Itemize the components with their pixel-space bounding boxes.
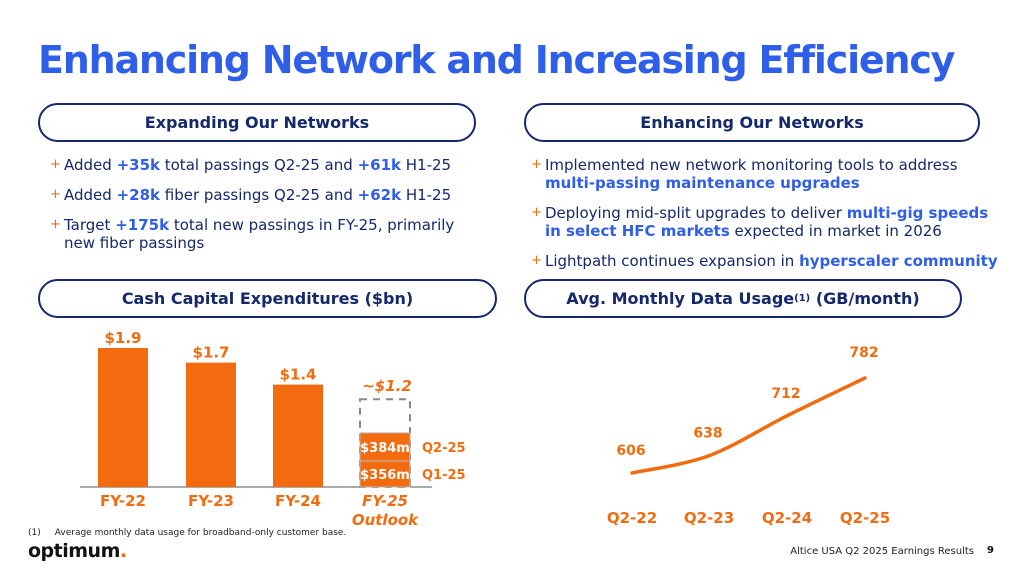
segment-name-label: Q1-25 [422, 468, 466, 483]
bullet-text: Lightpath continues expansion in [545, 252, 800, 270]
data-point-label: 782 [849, 345, 878, 361]
bullet-text: total new passings in FY-25, primarily n… [64, 216, 455, 252]
plus-icon: + [531, 253, 542, 268]
x-tick-label: Q2-23 [684, 509, 734, 527]
bullet-text: fiber passings Q2-25 and [159, 186, 358, 204]
x-tick-label: FY-24 [275, 492, 321, 510]
usage-line [630, 376, 867, 475]
data-point-label: 606 [616, 443, 645, 459]
data-point-label: 712 [771, 386, 800, 402]
usage-title-text: Avg. Monthly Data Usage [566, 289, 795, 308]
bar-value-label: $1.7 [192, 344, 229, 362]
bullet-item: + Implemented new network monitoring tool… [531, 156, 1001, 192]
logo-text: optimum [28, 540, 120, 562]
bullet-text: Implemented new network monitoring tools… [545, 156, 958, 174]
bar-segment-q2-25 [359, 432, 411, 462]
plus-icon: + [50, 217, 61, 232]
bullet-item: + Lightpath continues expansion in hypers… [531, 252, 1001, 270]
highlight-text: +28k [116, 186, 160, 204]
x-tick-label: FY-25 [362, 492, 408, 510]
highlight-text: multi-passing maintenance upgrades [545, 174, 860, 192]
footnote-marker: (1) [28, 528, 41, 538]
bar-fy-23 [186, 362, 236, 487]
optimum-logo: optimum. [28, 540, 127, 562]
plus-icon: + [50, 157, 61, 172]
bar-value-label: $1.9 [104, 329, 141, 347]
plus-icon: + [531, 205, 542, 220]
bar-value-label: $1.4 [279, 366, 316, 384]
bullet-text: Deploying mid-split upgrades to deliver [545, 204, 847, 222]
page-title: Enhancing Network and Increasing Efficie… [38, 38, 955, 82]
x-tick-label: FY-22 [100, 492, 146, 510]
bullet-item: + Deploying mid-split upgrades to deliver… [531, 204, 1001, 240]
bullet-text: H1-25 [401, 186, 452, 204]
plus-icon: + [531, 157, 542, 172]
plus-icon: + [50, 187, 61, 202]
bullet-text: total passings Q2-25 and [159, 156, 358, 174]
expanding-networks-list: + Added +35k total passings Q2-25 and +61… [50, 156, 470, 264]
bullet-item: + Added +28k fiber passings Q2-25 and +62… [50, 186, 470, 204]
bar-segment-q1-25 [359, 460, 411, 488]
bar-fy-24 [273, 384, 323, 487]
x-tick-label: Q2-22 [607, 509, 657, 527]
x-tick-label: Q2-24 [762, 509, 812, 527]
segment-value-label: $356m [360, 468, 410, 483]
bullet-text: Added [64, 186, 117, 204]
enhancing-networks-list: + Implemented new network monitoring tool… [531, 156, 1001, 282]
highlight-text: +61k [357, 156, 401, 174]
highlight-text: +35k [116, 156, 160, 174]
usage-title-unit: (GB/month) [815, 289, 920, 308]
segment-value-label: $384m [360, 441, 410, 456]
enhancing-networks-header: Enhancing Our Networks [524, 103, 980, 142]
capex-title-text: Cash Capital Expenditures ($bn) [121, 289, 414, 308]
x-tick-label: Q2-25 [840, 509, 890, 527]
highlight-text: +62k [357, 186, 402, 204]
footnote-text: Average monthly data usage for broadband… [54, 528, 347, 538]
expanding-networks-header: Expanding Our Networks [38, 103, 476, 142]
highlight-text: multi-gig speeds in select HFC markets [545, 204, 989, 240]
data-usage-chart-title: Avg. Monthly Data Usage (1) (GB/month) [524, 279, 962, 318]
bullet-text: Target [64, 216, 116, 234]
page-number: 9 [987, 545, 994, 556]
x-tick-label: FY-23 [188, 492, 234, 510]
usage-title-footnote-marker: (1) [794, 293, 811, 304]
segment-name-label: Q2-25 [422, 441, 466, 456]
logo-dot: . [119, 540, 127, 562]
footnote: (1) Average monthly data usage for broadb… [28, 528, 346, 538]
data-usage-line-chart: 606 Q2-22 638 Q2-23 712 Q2-24 782 Q2-25 [607, 345, 890, 527]
bar-fy-22 [98, 348, 148, 487]
data-point-label: 638 [693, 426, 722, 442]
capex-bar-chart: $1.9 FY-22 $1.7 FY-23 $1.4 FY-24 $356m Q1-25 $38… [80, 329, 466, 529]
highlight-text: hyperscaler community [799, 252, 998, 270]
bullet-text: H1-25 [400, 156, 452, 174]
x-tick-label: Outlook [352, 511, 419, 529]
bar-value-label: ~$1.2 [362, 377, 412, 395]
bullet-item: + Target +175k total new passings in FY-2… [50, 216, 470, 252]
capex-chart-title: Cash Capital Expenditures ($bn) [38, 279, 497, 318]
highlight-text: +175k [115, 216, 170, 234]
footer-text: Altice USA Q2 2025 Earnings Results [790, 546, 974, 557]
bullet-text: Added [64, 156, 117, 174]
bullet-text: expected in market in 2026 [729, 222, 942, 240]
bullet-item: + Added +35k total passings Q2-25 and +61… [50, 156, 470, 174]
